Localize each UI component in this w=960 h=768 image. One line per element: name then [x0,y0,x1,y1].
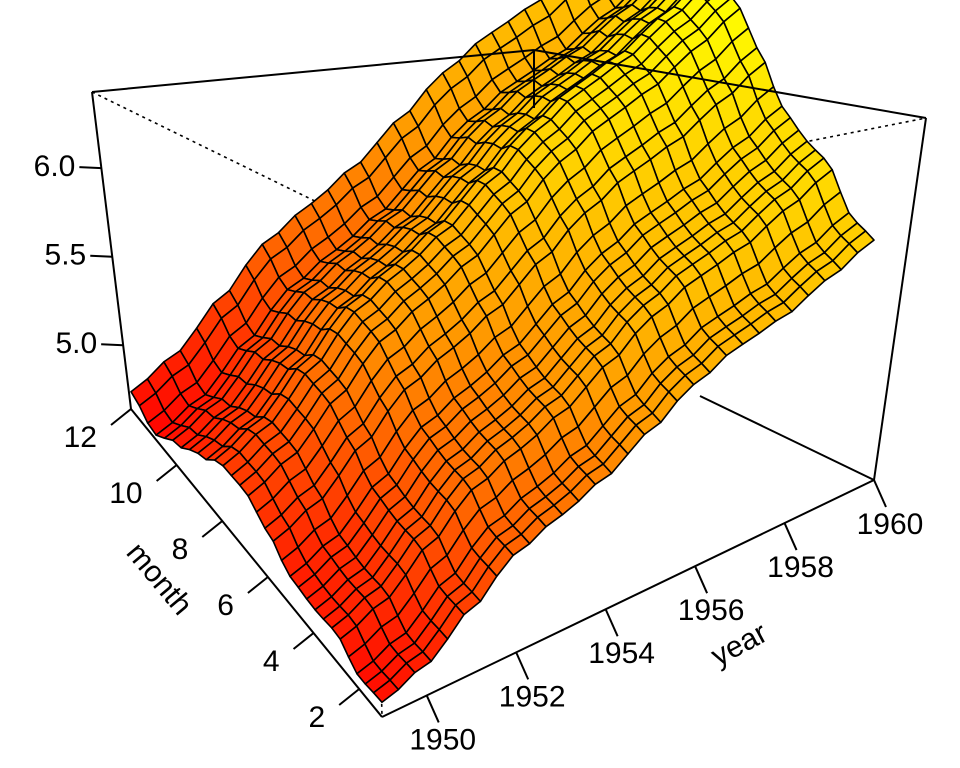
year-tick [694,565,709,594]
month-tick [338,688,360,706]
z-tick [79,166,102,170]
year-tick [783,522,798,551]
box-edge-back-top-left [91,91,371,229]
month-tick [292,632,315,650]
year-tick-label: 1956 [678,594,745,627]
box-edge-top-back [91,49,535,93]
month-tick [247,576,269,594]
year-tick-label: 1960 [857,508,924,541]
year-tick-label: 1954 [588,637,655,670]
year-tick [515,651,530,680]
box-edge-top-right [533,49,927,119]
month-tick-label: 10 [109,477,142,510]
box-edge-year-axis [381,479,875,718]
year-tick-label: 1952 [499,680,566,713]
z-tick [101,343,124,347]
z-tick-label: 5.0 [55,327,97,360]
year-tick-label: 1958 [767,551,834,584]
month-tick-label: 8 [172,533,189,566]
surface-facet [372,679,400,704]
year-tick [604,608,619,637]
month-tick-label: 2 [308,701,325,734]
month-tick [156,464,178,482]
box-edge-month-axis [130,408,383,718]
surface-mesh [130,0,875,704]
box-edge-left-vertical [91,91,132,410]
month-tick [110,408,132,426]
box-edge-right-vertical [873,117,927,481]
month-tick-label: 4 [263,645,280,678]
year-tick-label: 1950 [409,723,476,756]
box-visible-edges [91,49,927,718]
month-tick-label: 6 [217,589,234,622]
month-tick-label: 12 [64,421,97,454]
z-tick [90,254,113,258]
year-tick [425,695,440,723]
box-edge-floor-back [699,395,875,481]
z-tick-label: 6.0 [34,150,76,183]
surface-facet [609,0,625,9]
z-tick-label: 5.5 [45,239,87,272]
month-tick [201,520,223,538]
year-tick [873,479,887,508]
